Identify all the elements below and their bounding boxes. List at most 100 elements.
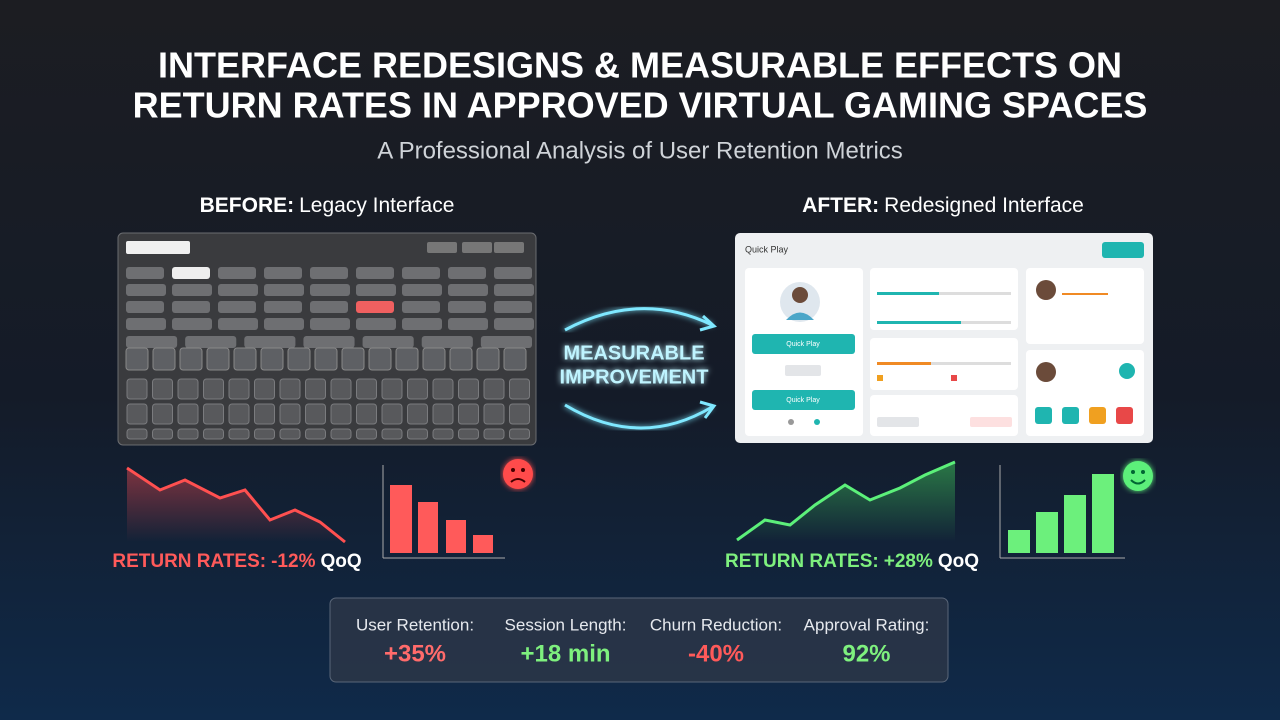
- metrics: User Retention: +35% Session Length: +18 mi…: [356, 615, 929, 667]
- section-heading: AFTER: Redesigned Interface: [802, 194, 1084, 217]
- legacy-button: [244, 336, 296, 348]
- mouth: [510, 478, 526, 483]
- bar: [473, 535, 493, 553]
- card: [1026, 268, 1144, 344]
- legacy-button: [462, 242, 492, 253]
- metric-label: Session Length:: [505, 615, 627, 634]
- result-value: +28%: [884, 551, 933, 572]
- legacy-button: [356, 267, 394, 279]
- legacy-button: [126, 336, 178, 348]
- bar: [1064, 495, 1086, 553]
- eye: [511, 468, 515, 472]
- avatar: [786, 312, 814, 320]
- legacy-icon: [152, 347, 176, 371]
- legacy-button: [448, 267, 486, 279]
- result-label: RETURN RATES:: [112, 551, 266, 572]
- legacy-icon: [330, 403, 352, 425]
- progress: [961, 321, 1011, 324]
- metric-value: +18 min: [520, 640, 610, 667]
- button-label: Quick Play: [786, 341, 820, 348]
- legacy-icon: [381, 378, 403, 400]
- section-heading: BEFORE: Legacy Interface: [200, 194, 455, 217]
- mouth: [1130, 479, 1146, 485]
- progress: [931, 362, 1011, 365]
- legacy-icon: [314, 347, 338, 371]
- legacy-icon: [483, 428, 505, 440]
- legacy-button: [264, 284, 304, 296]
- metric-label: Approval Rating:: [804, 615, 930, 634]
- icon: [1062, 407, 1079, 424]
- bar: [418, 502, 438, 553]
- legacy-button: [421, 336, 473, 348]
- bar: [1092, 474, 1114, 553]
- legacy-icon: [432, 378, 454, 400]
- legacy-icon: [458, 428, 479, 440]
- legacy-icon: [503, 347, 527, 371]
- legacy-icon: [126, 428, 148, 440]
- progress: [939, 292, 1011, 295]
- legacy-icon: [356, 403, 377, 425]
- result-value: -12%: [271, 551, 315, 572]
- bar: [1036, 512, 1058, 553]
- legacy-icon: [407, 403, 428, 425]
- icon: [1116, 407, 1133, 424]
- legacy-button: [402, 267, 440, 279]
- legacy-icon: [228, 403, 250, 425]
- arrow: [699, 314, 718, 332]
- legacy-button: [494, 267, 532, 279]
- legacy-button: [218, 284, 258, 296]
- legacy-icon: [228, 428, 250, 440]
- result: RETURN RATES: -12% QoQ: [112, 551, 361, 572]
- growth-area: [737, 462, 955, 542]
- metric-value: -40%: [688, 640, 744, 667]
- legacy-button: [172, 284, 212, 296]
- growth-line: [736, 460, 956, 542]
- progress: [877, 321, 961, 324]
- legacy-icon: [254, 403, 275, 425]
- legacy-icon: [233, 347, 257, 371]
- legacy-icon: [483, 378, 505, 400]
- legacy-button: [264, 267, 302, 279]
- legacy-icon: [260, 347, 284, 371]
- screen-title: Quick Play: [745, 244, 789, 254]
- legacy-icon: [509, 428, 530, 440]
- legacy-icon: [330, 428, 352, 440]
- legacy-icon: [458, 403, 479, 425]
- legacy-icon: [356, 428, 377, 440]
- legacy-icon: [432, 428, 454, 440]
- result-unit: QoQ: [320, 551, 361, 572]
- arrow: [564, 403, 713, 430]
- legacy-button: [448, 301, 486, 313]
- result: RETURN RATES: +28% QoQ: [725, 551, 979, 572]
- arrow: [699, 400, 717, 419]
- legacy-button: [362, 336, 414, 348]
- bar: [1008, 530, 1030, 553]
- legacy-buttons: [125, 241, 534, 440]
- legacy-button: [172, 318, 212, 330]
- center-label: IMPROVEMENT: [560, 366, 709, 388]
- card: [870, 395, 1018, 436]
- legacy-icon: [305, 428, 326, 440]
- legacy-icon: [177, 378, 199, 400]
- icon: [1035, 407, 1052, 424]
- icon: [877, 375, 883, 381]
- legacy-button: [126, 267, 164, 279]
- section-label: BEFORE:: [200, 194, 295, 217]
- eye: [521, 468, 525, 472]
- legacy-icon: [476, 347, 500, 371]
- title: RETURN RATES IN APPROVED VIRTUAL GAMING …: [133, 85, 1148, 126]
- legacy-icon: [381, 403, 403, 425]
- legacy-icon: [422, 347, 446, 371]
- legacy-icon: [458, 378, 479, 400]
- legacy-icon: [152, 428, 173, 440]
- legacy-icon: [177, 428, 199, 440]
- chip: [970, 417, 1012, 427]
- quick-play-button: [752, 390, 855, 410]
- legacy-icon: [203, 403, 224, 425]
- legacy-tab: [126, 241, 190, 254]
- legacy-button: [126, 301, 164, 313]
- legacy-icon: [287, 347, 311, 371]
- legacy-icon: [152, 378, 173, 400]
- legacy-button: [303, 336, 355, 348]
- legacy-icon: [177, 403, 199, 425]
